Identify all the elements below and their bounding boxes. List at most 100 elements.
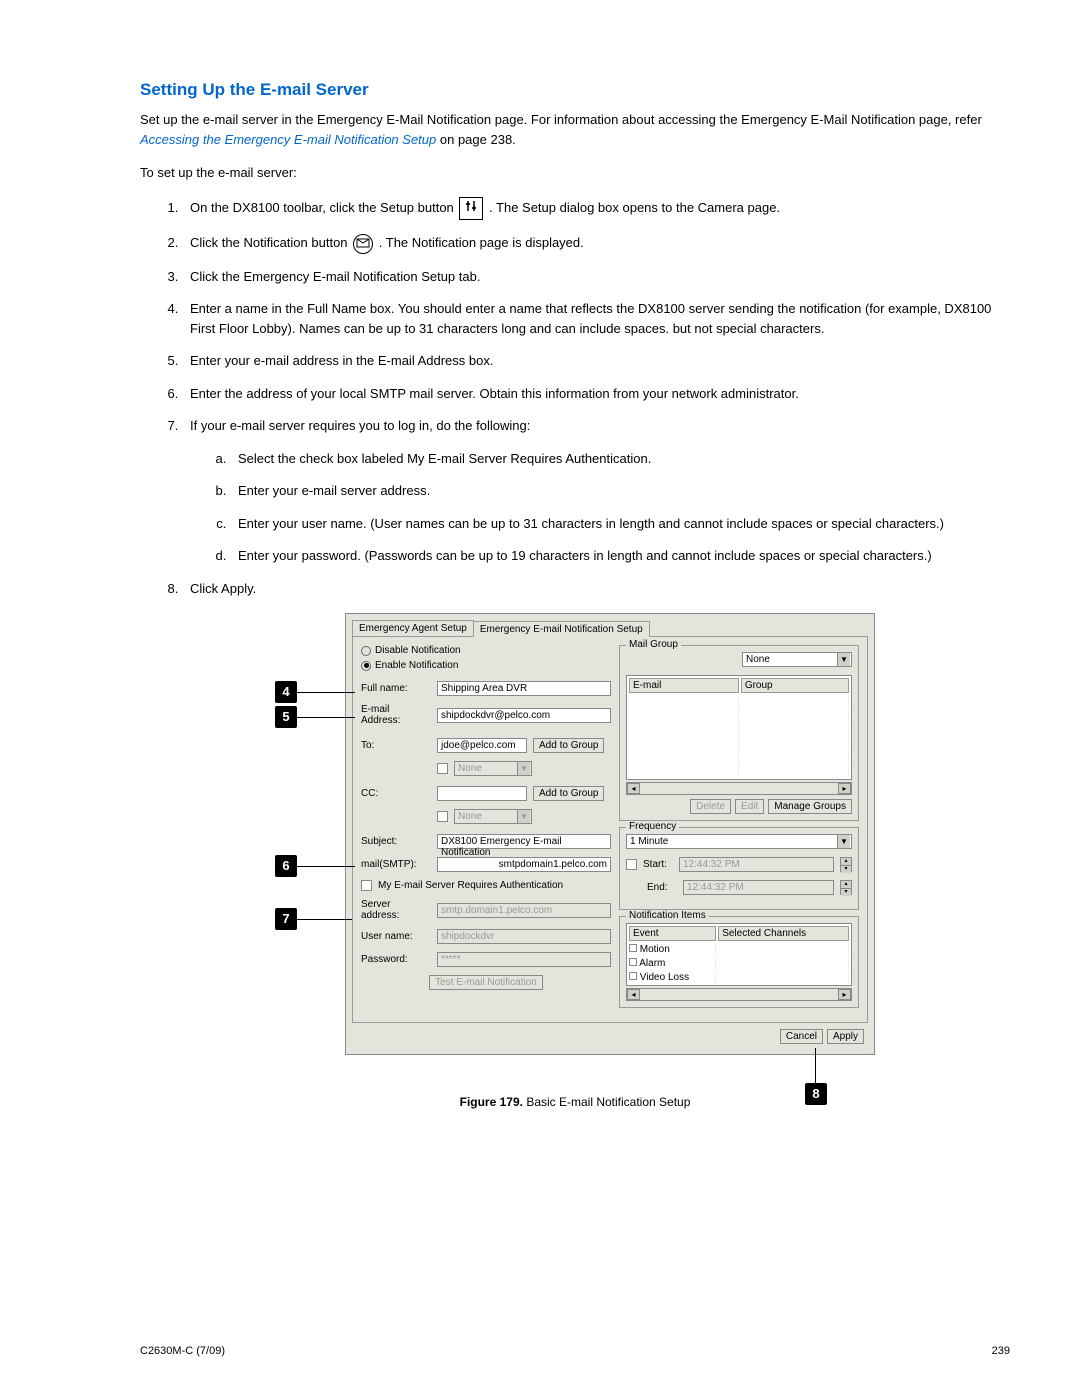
callout-4: 4 <box>275 681 297 703</box>
start-label: Start: <box>643 859 673 870</box>
alarm-label: Alarm <box>639 958 665 969</box>
notification-icon <box>353 234 373 254</box>
step-1: On the DX8100 toolbar, click the Setup b… <box>182 197 1010 221</box>
intro-link[interactable]: Accessing the Emergency E-mail Notificat… <box>140 132 436 147</box>
grid-col-email: E-mail <box>629 678 739 693</box>
step-7d: Enter your password. (Passwords can be u… <box>230 546 1010 566</box>
cc-label: CC: <box>361 788 431 799</box>
mailgroup-dropdown[interactable]: None <box>742 652 852 667</box>
callout-7: 7 <box>275 908 297 930</box>
grid-scrollbar[interactable]: ◂ ▸ <box>626 782 852 795</box>
footer-doc-id: C2630M-C (7/09) <box>140 1345 225 1357</box>
steps-list: On the DX8100 toolbar, click the Setup b… <box>140 197 1010 599</box>
enable-label: Enable Notification <box>375 660 458 671</box>
manage-groups-button[interactable]: Manage Groups <box>768 799 852 814</box>
step-1b: . The Setup dialog box opens to the Came… <box>489 200 780 215</box>
radio-enable[interactable] <box>361 661 371 671</box>
mailgroup-grid: E-mail Group <box>626 675 852 780</box>
channels-col: Selected Channels <box>718 926 849 941</box>
fullname-label: Full name: <box>361 683 431 694</box>
callout-6: 6 <box>275 855 297 877</box>
motion-label: Motion <box>640 944 670 955</box>
email-input[interactable]: shipdockdvr@pelco.com <box>437 708 611 723</box>
callout-8-line <box>815 1048 816 1083</box>
cancel-button[interactable]: Cancel <box>780 1029 823 1044</box>
step-8: Click Apply. <box>182 579 1010 599</box>
username-input[interactable]: shipdockdvr <box>437 929 611 944</box>
disable-label: Disable Notification <box>375 645 461 656</box>
fullname-input[interactable]: Shipping Area DVR <box>437 681 611 696</box>
notif-items-title: Notification Items <box>626 910 709 921</box>
end-input[interactable]: 12:44:32 PM <box>683 880 834 895</box>
to-input[interactable]: jdoe@pelco.com <box>437 738 527 753</box>
notif-items-grid: Event Selected Channels Motion Alarm Vid… <box>626 923 852 986</box>
apply-button[interactable]: Apply <box>827 1029 864 1044</box>
cc-dropdown[interactable]: None <box>454 809 532 824</box>
step-3: Click the Emergency E-mail Notification … <box>182 267 1010 287</box>
motion-checkbox[interactable] <box>629 944 637 952</box>
step-6: Enter the address of your local SMTP mai… <box>182 384 1010 404</box>
edit-button[interactable]: Edit <box>735 799 764 814</box>
callout-5-line <box>297 717 355 718</box>
step-2b: . The Notification page is displayed. <box>379 235 584 250</box>
footer-page-num: 239 <box>992 1345 1010 1357</box>
scroll-left-icon[interactable]: ◂ <box>627 783 640 794</box>
start-spinner[interactable]: ▴▾ <box>840 857 852 872</box>
start-checkbox[interactable] <box>626 859 637 870</box>
password-input[interactable]: ***** <box>437 952 611 967</box>
step-1a: On the DX8100 toolbar, click the Setup b… <box>190 200 457 215</box>
radio-disable[interactable] <box>361 646 371 656</box>
to-add-group-button[interactable]: Add to Group <box>533 738 604 753</box>
setup-lead: To set up the e-mail server: <box>140 163 1010 183</box>
subject-input[interactable]: DX8100 Emergency E-mail Notification <box>437 834 611 849</box>
notif-items-box: Notification Items Event Selected Channe… <box>619 916 859 1008</box>
test-email-button[interactable]: Test E-mail Notification <box>429 975 543 990</box>
caption-label: Figure 179. <box>460 1095 523 1109</box>
start-input[interactable]: 12:44:32 PM <box>679 857 834 872</box>
setup-dialog: Emergency Agent Setup Emergency E-mail N… <box>345 613 875 1055</box>
auth-checkbox[interactable] <box>361 880 372 891</box>
callout-8: 8 <box>805 1083 827 1105</box>
end-spinner[interactable]: ▴▾ <box>840 880 852 895</box>
tab-strip: Emergency Agent Setup Emergency E-mail N… <box>346 614 874 636</box>
step-7-text: If your e-mail server requires you to lo… <box>190 418 530 433</box>
auth-label: My E-mail Server Requires Authentication <box>378 880 563 891</box>
email-label: E-mail Address: <box>361 704 431 726</box>
tab-email-setup[interactable]: Emergency E-mail Notification Setup <box>473 621 650 637</box>
page-footer: C2630M-C (7/09) 239 <box>140 1345 1010 1357</box>
mailgroup-box: Mail Group None E-mail Group <box>619 645 859 821</box>
section-title: Setting Up the E-mail Server <box>140 80 1010 100</box>
figure-caption: Figure 179. Basic E-mail Notification Se… <box>140 1095 1010 1109</box>
step-7a: Select the check box labeled My E-mail S… <box>230 449 1010 469</box>
delete-button[interactable]: Delete <box>690 799 731 814</box>
scroll-right-icon[interactable]: ▸ <box>838 989 851 1000</box>
cc-input[interactable] <box>437 786 527 801</box>
callout-5: 5 <box>275 706 297 728</box>
end-label: End: <box>647 882 677 893</box>
alarm-checkbox[interactable] <box>629 958 637 966</box>
password-label: Password: <box>361 954 431 965</box>
videoloss-checkbox[interactable] <box>629 972 637 980</box>
tab-agent-setup[interactable]: Emergency Agent Setup <box>352 620 474 636</box>
screenshot-figure: 4 5 6 7 8 Emergency Agent Setup Emergenc… <box>275 613 875 1055</box>
scroll-left-icon[interactable]: ◂ <box>627 989 640 1000</box>
username-label: User name: <box>361 931 431 942</box>
frequency-title: Frequency <box>626 821 679 832</box>
frequency-dropdown[interactable]: 1 Minute <box>626 834 852 849</box>
to-dropdown[interactable]: None <box>454 761 532 776</box>
event-col: Event <box>629 926 716 941</box>
server-addr-label: Server address: <box>361 899 431 921</box>
notif-scrollbar[interactable]: ◂ ▸ <box>626 988 852 1001</box>
server-addr-input[interactable]: smtp.domain1.pelco.com <box>437 903 611 918</box>
step-2a: Click the Notification button <box>190 235 351 250</box>
intro-text-1: Set up the e-mail server in the Emergenc… <box>140 112 982 127</box>
smtp-input[interactable]: smtpdomain1.pelco.com <box>437 857 611 872</box>
caption-text: Basic E-mail Notification Setup <box>526 1095 690 1109</box>
callout-4-line <box>297 692 355 693</box>
scroll-right-icon[interactable]: ▸ <box>838 783 851 794</box>
to-checkbox[interactable] <box>437 763 448 774</box>
intro-text-2: on page 238. <box>440 132 516 147</box>
cc-checkbox[interactable] <box>437 811 448 822</box>
cc-add-group-button[interactable]: Add to Group <box>533 786 604 801</box>
grid-col-group: Group <box>741 678 849 693</box>
